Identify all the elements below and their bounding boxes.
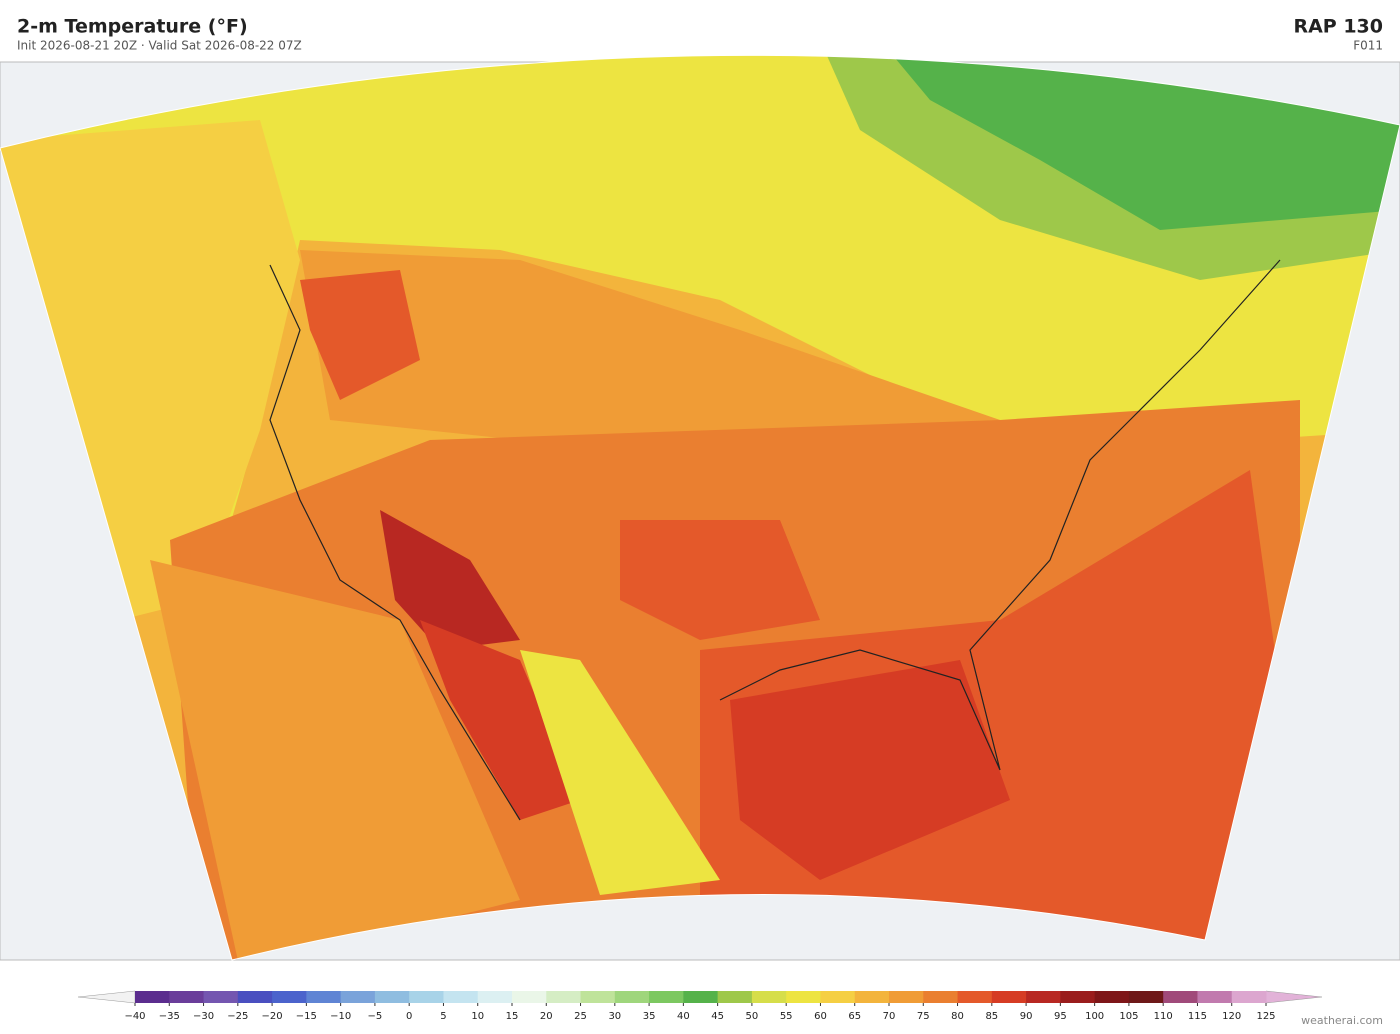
colorbar-segment bbox=[169, 991, 205, 1003]
colorbar-segment bbox=[374, 991, 410, 1003]
colorbar-segment bbox=[786, 991, 821, 1003]
colorbar-over bbox=[1265, 990, 1323, 1004]
colorbar-segment bbox=[614, 991, 650, 1003]
colorbar-segment bbox=[1197, 991, 1233, 1003]
colorbar-segment bbox=[272, 991, 307, 1003]
subtitle: Init 2026-08-21 20Z · Valid Sat 2026-08-… bbox=[17, 39, 302, 53]
colorbar-tick-label: 45 bbox=[711, 1011, 724, 1022]
colorbar-tick-label: −30 bbox=[193, 1011, 214, 1022]
colorbar-tick-label: 15 bbox=[506, 1011, 519, 1022]
forecast-hour: F011 bbox=[1353, 39, 1383, 53]
colorbar-tick-label: 90 bbox=[1020, 1011, 1033, 1022]
credit: weatherai.com bbox=[1301, 1014, 1383, 1027]
colorbar-tick-label: 35 bbox=[643, 1011, 656, 1022]
colorbar-segment bbox=[1060, 991, 1096, 1003]
colorbar-under bbox=[77, 990, 136, 1004]
colorbar-tick-label: 95 bbox=[1054, 1011, 1067, 1022]
colorbar-segment bbox=[1094, 991, 1130, 1003]
colorbar-tick-label: 0 bbox=[406, 1011, 412, 1022]
colorbar-segment bbox=[135, 991, 170, 1003]
model-label: RAP 130 bbox=[1293, 16, 1383, 38]
colorbar-tick-label: 5 bbox=[440, 1011, 446, 1022]
colorbar-tick-label: −10 bbox=[330, 1011, 351, 1022]
colorbar-tick-label: 60 bbox=[814, 1011, 827, 1022]
colorbar-tick-label: 85 bbox=[985, 1011, 998, 1022]
colorbar-tick-label: −15 bbox=[296, 1011, 317, 1022]
colorbar-segment bbox=[1231, 991, 1267, 1003]
colorbar-segment bbox=[717, 991, 753, 1003]
colorbar-segment bbox=[1026, 991, 1061, 1003]
colorbar-tick-label: 115 bbox=[1188, 1011, 1207, 1022]
colorbar-segment bbox=[443, 991, 479, 1003]
colorbar-tick-label: 105 bbox=[1119, 1011, 1138, 1022]
colorbar-tick-label: 65 bbox=[848, 1011, 861, 1022]
colorbar-segment bbox=[409, 991, 444, 1003]
colorbar-segment bbox=[854, 991, 890, 1003]
colorbar-segment bbox=[580, 991, 616, 1003]
colorbar-segment bbox=[477, 991, 513, 1003]
colorbar-segment bbox=[957, 991, 993, 1003]
colorbar-tick-label: 100 bbox=[1085, 1011, 1104, 1022]
temperature-field bbox=[0, 55, 1400, 960]
colorbar-segment bbox=[512, 991, 547, 1003]
colorbar-tick-label: 80 bbox=[951, 1011, 964, 1022]
colorbar-tick-label: 25 bbox=[574, 1011, 587, 1022]
colorbar-tick-label: 125 bbox=[1256, 1011, 1275, 1022]
domain-outline bbox=[0, 54, 1400, 961]
colorbar-segment bbox=[306, 991, 342, 1003]
colorbar-tick-label: 70 bbox=[883, 1011, 896, 1022]
coastline bbox=[269, 259, 1281, 821]
colorbar-segment bbox=[203, 991, 239, 1003]
colorbar-segment bbox=[237, 991, 273, 1003]
colorbar-tick-label: 20 bbox=[540, 1011, 553, 1022]
colorbar-tick-label: 75 bbox=[917, 1011, 930, 1022]
colorbar-tick-label: 110 bbox=[1154, 1011, 1173, 1022]
colorbar-tick-label: 30 bbox=[608, 1011, 621, 1022]
colorbar-segment bbox=[649, 991, 684, 1003]
colorbar-tick-label: 40 bbox=[677, 1011, 690, 1022]
title: 2-m Temperature (°F) bbox=[17, 16, 248, 38]
colorbar-tick-label: 120 bbox=[1222, 1011, 1241, 1022]
colorbar-tick-label: −5 bbox=[368, 1011, 383, 1022]
colorbar-tick-label: −25 bbox=[227, 1011, 248, 1022]
colorbar-tick-label: 50 bbox=[746, 1011, 759, 1022]
colorbar-segment bbox=[923, 991, 959, 1003]
colorbar-tick-label: 10 bbox=[471, 1011, 484, 1022]
colorbar-tick-label: −20 bbox=[262, 1011, 283, 1022]
colorbar-segment bbox=[1128, 991, 1164, 1003]
colorbar-segment bbox=[340, 991, 376, 1003]
colorbar-segment bbox=[1163, 991, 1198, 1003]
colorbar-segment bbox=[546, 991, 582, 1003]
colorbar-tick-label: 55 bbox=[780, 1011, 793, 1022]
colorbar-segment bbox=[889, 991, 924, 1003]
colorbar-tick-label: −35 bbox=[159, 1011, 180, 1022]
colorbar-segment bbox=[991, 991, 1027, 1003]
colorbar: −40 −35 −30 −25 −20 −15 −10 −5 0 5 10 15 20 25 30 35 40 4… bbox=[77, 990, 1323, 1022]
colorbar-segment bbox=[683, 991, 719, 1003]
colorbar-tick-label: −40 bbox=[124, 1011, 145, 1022]
colorbar-segment bbox=[751, 991, 787, 1003]
colorbar-segment bbox=[820, 991, 856, 1003]
